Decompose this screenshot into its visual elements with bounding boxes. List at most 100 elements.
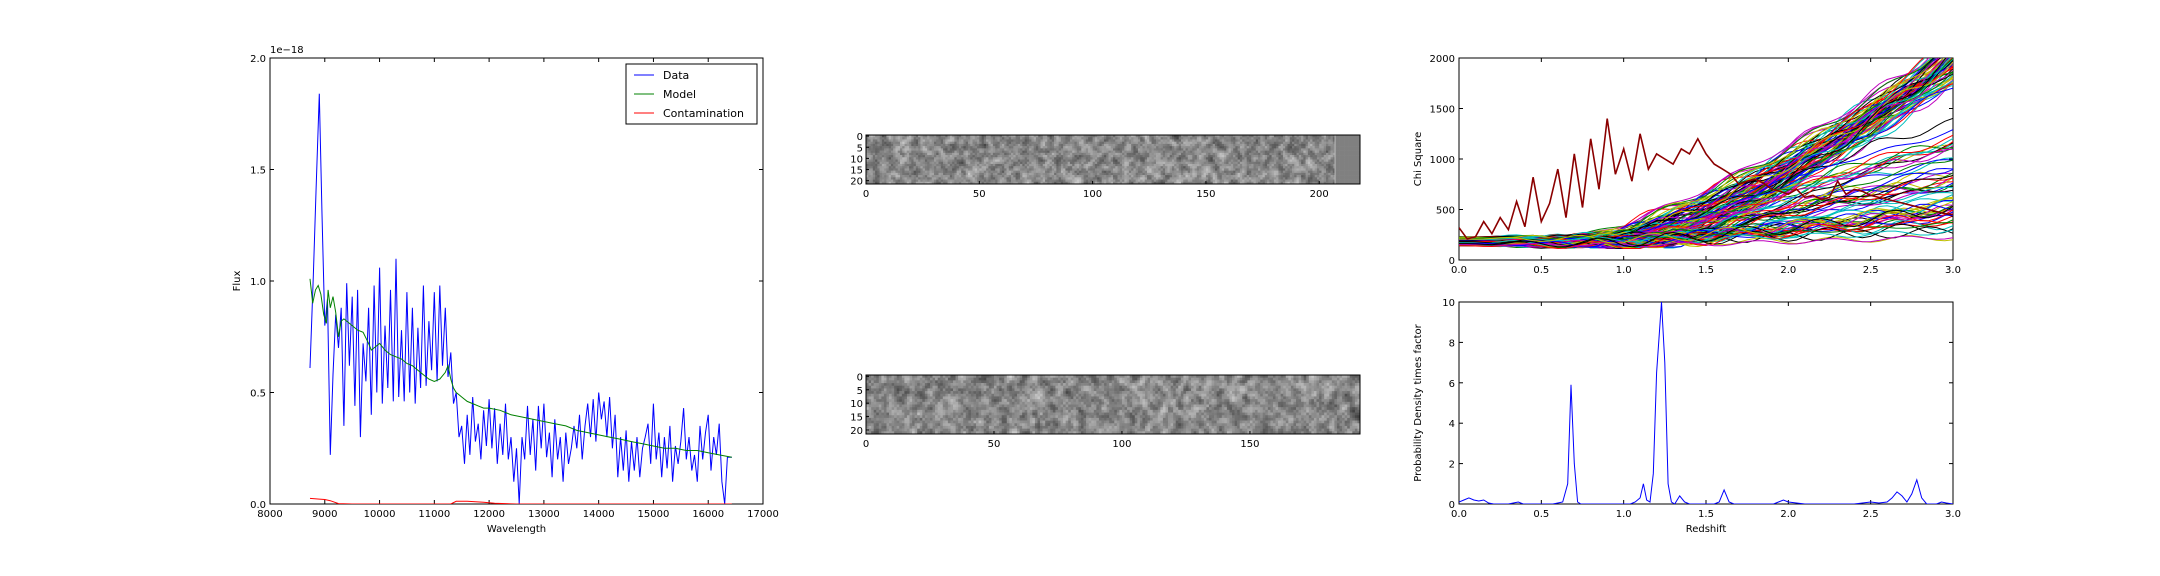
pixel — [990, 141, 994, 145]
pixel — [1174, 161, 1177, 165]
pixel — [920, 175, 923, 178]
pixel — [1335, 139, 1338, 142]
pixel — [1063, 143, 1066, 147]
pixel — [1237, 139, 1241, 142]
pixel — [1013, 135, 1016, 138]
pixel — [1156, 159, 1159, 163]
pixel — [999, 172, 1003, 176]
pixel — [897, 172, 901, 176]
pixel — [1042, 168, 1046, 171]
pixel — [1242, 143, 1245, 147]
pixel — [1022, 150, 1025, 154]
pixel — [1221, 137, 1225, 140]
pixel — [1049, 175, 1053, 178]
pixel — [1088, 135, 1091, 138]
pixel — [1176, 152, 1180, 156]
pixel — [1026, 172, 1030, 176]
pixel — [1353, 139, 1356, 142]
pixel — [1271, 146, 1275, 149]
pixel — [1287, 175, 1291, 178]
pixel — [1332, 155, 1336, 158]
pixel — [992, 175, 996, 178]
pixel — [1056, 157, 1059, 160]
pixel — [1316, 150, 1320, 154]
pixel — [952, 181, 955, 185]
pixel — [1199, 163, 1202, 167]
pixel — [1335, 137, 1338, 140]
pixel — [961, 179, 964, 183]
pixel — [881, 139, 885, 142]
pixel — [981, 155, 985, 158]
pixel — [943, 135, 946, 138]
pixel — [1051, 137, 1055, 140]
pixel — [1060, 139, 1064, 142]
pixel — [1074, 157, 1078, 160]
pixel — [1251, 157, 1254, 160]
pixel — [1312, 172, 1315, 176]
pixel — [1006, 375, 1010, 378]
pixel — [1190, 170, 1193, 174]
pixel — [943, 148, 946, 151]
pixel — [1217, 161, 1220, 165]
pixel — [924, 172, 928, 176]
pixel — [1133, 141, 1136, 145]
pixel — [1020, 161, 1023, 165]
pixel — [886, 155, 889, 158]
pixel — [927, 170, 930, 174]
pixel — [956, 152, 960, 156]
pixel — [1255, 172, 1259, 176]
pixel — [990, 179, 994, 183]
pixel — [1348, 181, 1352, 185]
pixel — [1165, 152, 1168, 156]
pixel — [1201, 177, 1204, 180]
pixel — [1282, 168, 1286, 171]
pixel — [1233, 146, 1236, 149]
pixel — [1185, 150, 1189, 154]
pixel — [1140, 137, 1143, 140]
pixel — [940, 179, 944, 183]
pixel — [1348, 143, 1352, 147]
pixel — [897, 175, 901, 178]
pixel — [943, 143, 946, 147]
pixel — [909, 179, 912, 183]
pixel — [1051, 166, 1055, 169]
pixel — [1246, 159, 1250, 163]
pixel — [1008, 177, 1012, 180]
pixel — [1276, 175, 1279, 178]
pixel — [1069, 168, 1073, 171]
pixel — [961, 172, 964, 176]
pixel — [1239, 155, 1243, 158]
pixel — [999, 155, 1003, 158]
pixel — [963, 170, 967, 174]
pixel — [1316, 163, 1320, 167]
pixel — [1242, 152, 1245, 156]
pixel — [1346, 170, 1349, 174]
pixel — [920, 137, 923, 140]
pixel — [1201, 179, 1204, 183]
pixel — [1122, 150, 1125, 154]
pixel — [1269, 155, 1272, 158]
pixel — [1255, 141, 1259, 145]
pixel — [879, 168, 883, 171]
pixel — [866, 166, 869, 169]
pixel — [1248, 181, 1252, 185]
pixel — [1316, 168, 1320, 171]
pixel — [1233, 161, 1236, 165]
pixel — [1122, 163, 1125, 167]
pixel — [1156, 179, 1159, 183]
pixel — [1328, 172, 1331, 176]
pixel — [947, 157, 951, 160]
pixel — [1212, 152, 1216, 156]
pixel — [1239, 159, 1243, 163]
pixel — [974, 163, 978, 167]
pixel — [1176, 137, 1180, 140]
pixel — [895, 177, 899, 180]
pixel — [1047, 143, 1050, 147]
pixel — [988, 375, 992, 378]
pixel — [1332, 148, 1336, 151]
pixel — [1135, 143, 1139, 147]
pixel — [904, 177, 908, 180]
pixel — [1273, 177, 1277, 180]
pixel — [940, 161, 944, 165]
pixel — [902, 166, 905, 169]
